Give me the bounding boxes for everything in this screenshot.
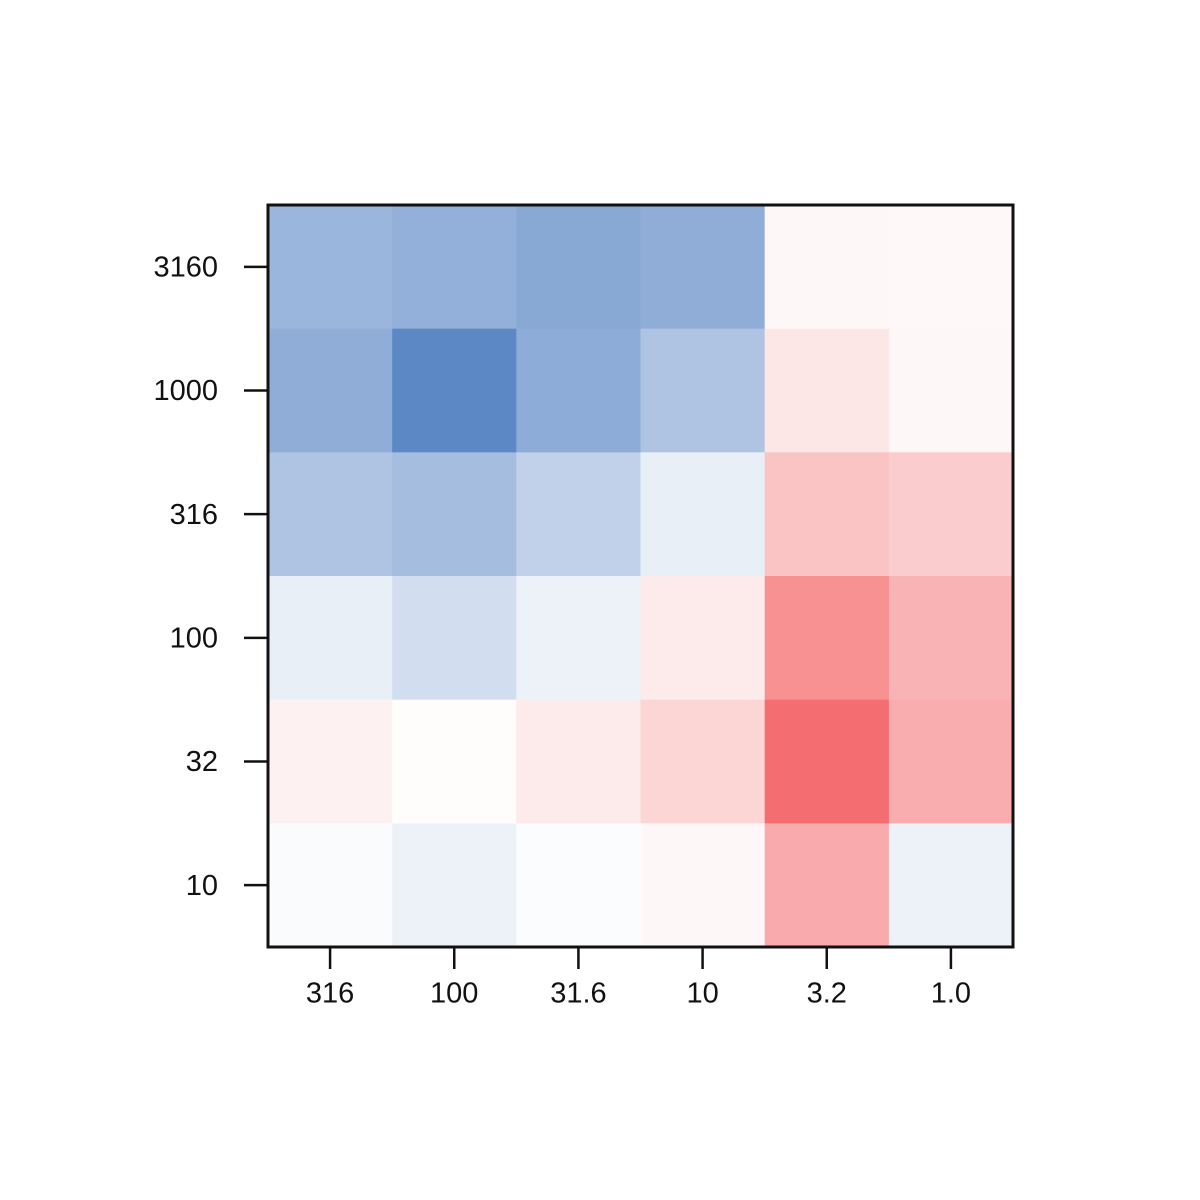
y-tick-label: 1000 <box>153 375 218 407</box>
heatmap-cell <box>764 699 890 824</box>
heatmap-cell <box>764 205 890 330</box>
heatmap-cell <box>516 699 641 824</box>
heatmap-cell <box>764 823 890 948</box>
heatmap-cell <box>888 452 1014 577</box>
heatmap-cell <box>268 452 393 577</box>
y-tick-label: 10 <box>186 870 218 902</box>
y-tick-label: 32 <box>186 746 218 778</box>
heatmap-cell <box>392 699 517 824</box>
heatmap-cell <box>640 576 766 701</box>
heatmap-cell <box>392 205 517 330</box>
heatmap-cell <box>640 699 766 824</box>
heatmap-cell <box>516 452 641 577</box>
x-tick-label: 1.0 <box>931 978 971 1010</box>
x-tick-label: 10 <box>686 978 718 1010</box>
heatmap-cell <box>640 452 766 577</box>
heatmap-cell <box>888 576 1014 701</box>
heatmap-cell <box>888 328 1014 453</box>
heatmap-cell <box>268 328 393 453</box>
x-tick-label: 316 <box>306 978 354 1010</box>
heatmap-cell <box>640 328 766 453</box>
heatmap-cell <box>640 205 766 330</box>
heatmap-cell <box>516 328 641 453</box>
heatmap-cell <box>640 823 766 948</box>
heatmap-cell <box>392 328 517 453</box>
heatmap-cell <box>268 823 393 948</box>
y-tick-label: 316 <box>170 499 218 531</box>
heatmap-cell <box>392 576 517 701</box>
x-tick-label: 31.6 <box>550 978 606 1010</box>
heatmap-cell <box>268 205 393 330</box>
heatmap-cell <box>516 205 641 330</box>
heatmap-cell <box>268 699 393 824</box>
plot-frame <box>266 203 1015 949</box>
heatmap-cell <box>764 328 890 453</box>
heatmap-cell <box>392 452 517 577</box>
heatmap-cell <box>268 576 393 701</box>
heatmap-cell <box>764 576 890 701</box>
x-tick-label: 100 <box>430 978 478 1010</box>
y-tick-label: 3160 <box>153 251 218 283</box>
heatmap-cell <box>888 823 1014 948</box>
y-tick-label: 100 <box>170 622 218 654</box>
heatmap-cell <box>888 205 1014 330</box>
heatmap-cell <box>516 576 641 701</box>
heatmap-cell <box>392 823 517 948</box>
heatmap-cell <box>764 452 890 577</box>
x-tick-label: 3.2 <box>807 978 847 1010</box>
heatmap-cell <box>516 823 641 948</box>
heatmap-cell <box>888 699 1014 824</box>
